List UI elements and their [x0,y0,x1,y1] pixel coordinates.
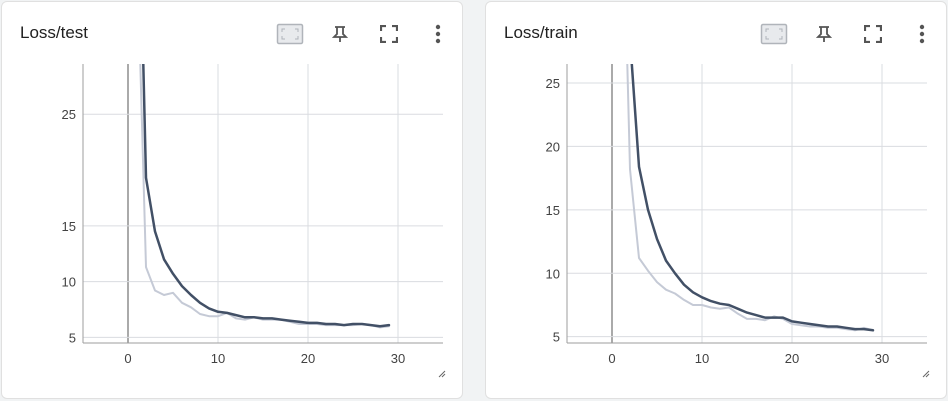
x-tick-label: 20 [301,351,315,366]
x-tick-label: 20 [785,351,799,366]
x-tick-label: 10 [695,351,709,366]
more-vert-icon [919,24,925,44]
chart-title: Loss/train [504,23,578,42]
y-tick-label: 5 [69,330,76,345]
fullscreen-button[interactable] [859,20,887,48]
fullscreen-button[interactable] [375,20,403,48]
y-tick-label: 5 [553,330,560,345]
chart-card-loss-test: Loss/test 0 10 20 30 5 10 15 25 [1,1,463,399]
y-tick-label: 20 [546,139,560,154]
smoothed-series-line [142,64,391,328]
series-group [626,64,875,332]
y-tick-label: 25 [546,76,560,91]
pin-button[interactable] [810,20,838,48]
x-tick-label: 30 [391,351,405,366]
x-tick-label: 10 [211,351,225,366]
y-tick-label: 15 [62,219,76,234]
series-group [139,64,391,329]
smoothed-series-line [630,64,875,332]
x-tick-label: 0 [124,351,131,366]
more-options-button[interactable] [424,20,452,48]
more-options-button[interactable] [908,20,936,48]
raw-series-line [626,64,874,332]
toggle-data-selection-icon [276,23,304,45]
toggle-data-selection-button[interactable] [760,20,788,48]
pin-icon [332,26,348,42]
y-tick-label: 15 [546,203,560,218]
x-tick-label: 0 [608,351,615,366]
raw-series-line [139,64,390,329]
fullscreen-icon [380,25,398,43]
loss-train-plot: 0 10 20 30 5 10 15 20 25 [546,64,927,366]
resize-handle-icon[interactable] [438,370,446,378]
pin-icon [816,26,832,42]
toggle-data-selection-icon [760,23,788,45]
y-tick-label: 10 [546,266,560,281]
more-vert-icon [435,24,441,44]
x-tick-label: 30 [875,351,889,366]
y-tick-label: 10 [62,275,76,290]
loss-test-plot: 0 10 20 30 5 10 15 25 [62,64,443,366]
resize-handle-icon[interactable] [922,370,930,378]
pin-button[interactable] [326,20,354,48]
y-tick-label: 25 [62,107,76,122]
chart-card-loss-train: Loss/train 0 10 20 30 5 10 15 20 25 [485,1,947,399]
toggle-data-selection-button[interactable] [276,20,304,48]
chart-title: Loss/test [20,23,89,42]
fullscreen-icon [864,25,882,43]
